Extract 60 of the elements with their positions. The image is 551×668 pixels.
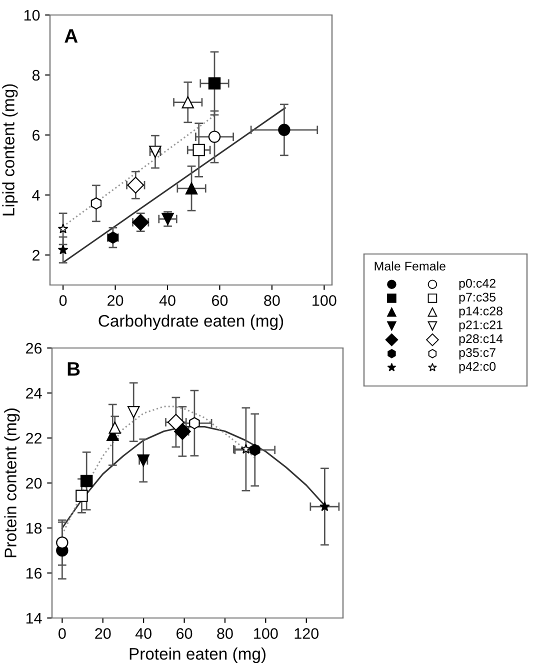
y-tick-label: 18 (26, 522, 42, 534)
point (80, 474, 93, 488)
point (182, 96, 194, 108)
y-tick-label: 4 (32, 190, 40, 201)
point (208, 130, 221, 143)
x-tick-label: 60 (176, 628, 192, 639)
legend-title: Male Female (374, 261, 446, 271)
point (132, 214, 150, 231)
line-series (61, 406, 256, 536)
text: A (64, 29, 78, 43)
legend-label: p7:c35 (459, 292, 496, 304)
legend-label: p21:c21 (459, 320, 502, 332)
y-tick-label: 2 (32, 250, 40, 261)
y-axis-title: Lipid content (mg) (2, 84, 18, 216)
point (189, 417, 200, 430)
point (240, 444, 252, 454)
point (58, 244, 68, 254)
x-tick-label: 100 (254, 628, 278, 639)
y-tick-label: 26 (26, 342, 42, 354)
point (108, 422, 121, 434)
x-axis-title: Protein eaten (mg) (130, 648, 266, 664)
point (192, 144, 205, 156)
x-tick-label: 20 (108, 295, 124, 306)
point (127, 176, 144, 194)
point (76, 490, 88, 502)
y-tick-label: 20 (26, 478, 42, 489)
point (250, 444, 260, 456)
x-tick-label: 80 (217, 628, 233, 639)
x-tick-label: 20 (95, 628, 111, 639)
point (185, 182, 198, 195)
legend-label: p28:c14 (459, 334, 503, 346)
point (174, 423, 191, 440)
point (320, 501, 330, 512)
x-tick-label: 60 (212, 295, 228, 306)
point (58, 223, 68, 234)
x-tick-label: 40 (135, 628, 152, 639)
y-tick-label: 22 (26, 432, 42, 444)
x-tick-label: 40 (159, 295, 176, 306)
legend-label: p0:c42 (459, 278, 496, 290)
y-tick-label: 14 (26, 613, 42, 624)
legend-label: p35:c7 (459, 348, 496, 360)
text: B (68, 362, 80, 376)
legend-label: p14:c28 (459, 306, 502, 318)
y-axis-title: Protein content (mg) (4, 408, 20, 558)
y-tick-label: 10 (24, 10, 40, 21)
legend-label: p42:c0 (459, 362, 496, 374)
x-axis-title: Carbohydrate eaten (mg) (98, 314, 284, 330)
x-tick-label: 100 (312, 295, 336, 306)
x-tick-label: 0 (58, 628, 66, 639)
x-tick-label: 80 (264, 295, 280, 306)
point (168, 414, 184, 431)
x-tick-label: 0 (59, 295, 67, 306)
point (208, 77, 221, 90)
point (56, 536, 68, 549)
x-tick-label: 120 (294, 628, 319, 639)
y-tick-label: 8 (32, 70, 40, 81)
point (278, 124, 290, 136)
y-tick-label: 6 (32, 130, 40, 141)
y-tick-label: 24 (26, 388, 42, 399)
y-tick-label: 16 (26, 568, 42, 579)
